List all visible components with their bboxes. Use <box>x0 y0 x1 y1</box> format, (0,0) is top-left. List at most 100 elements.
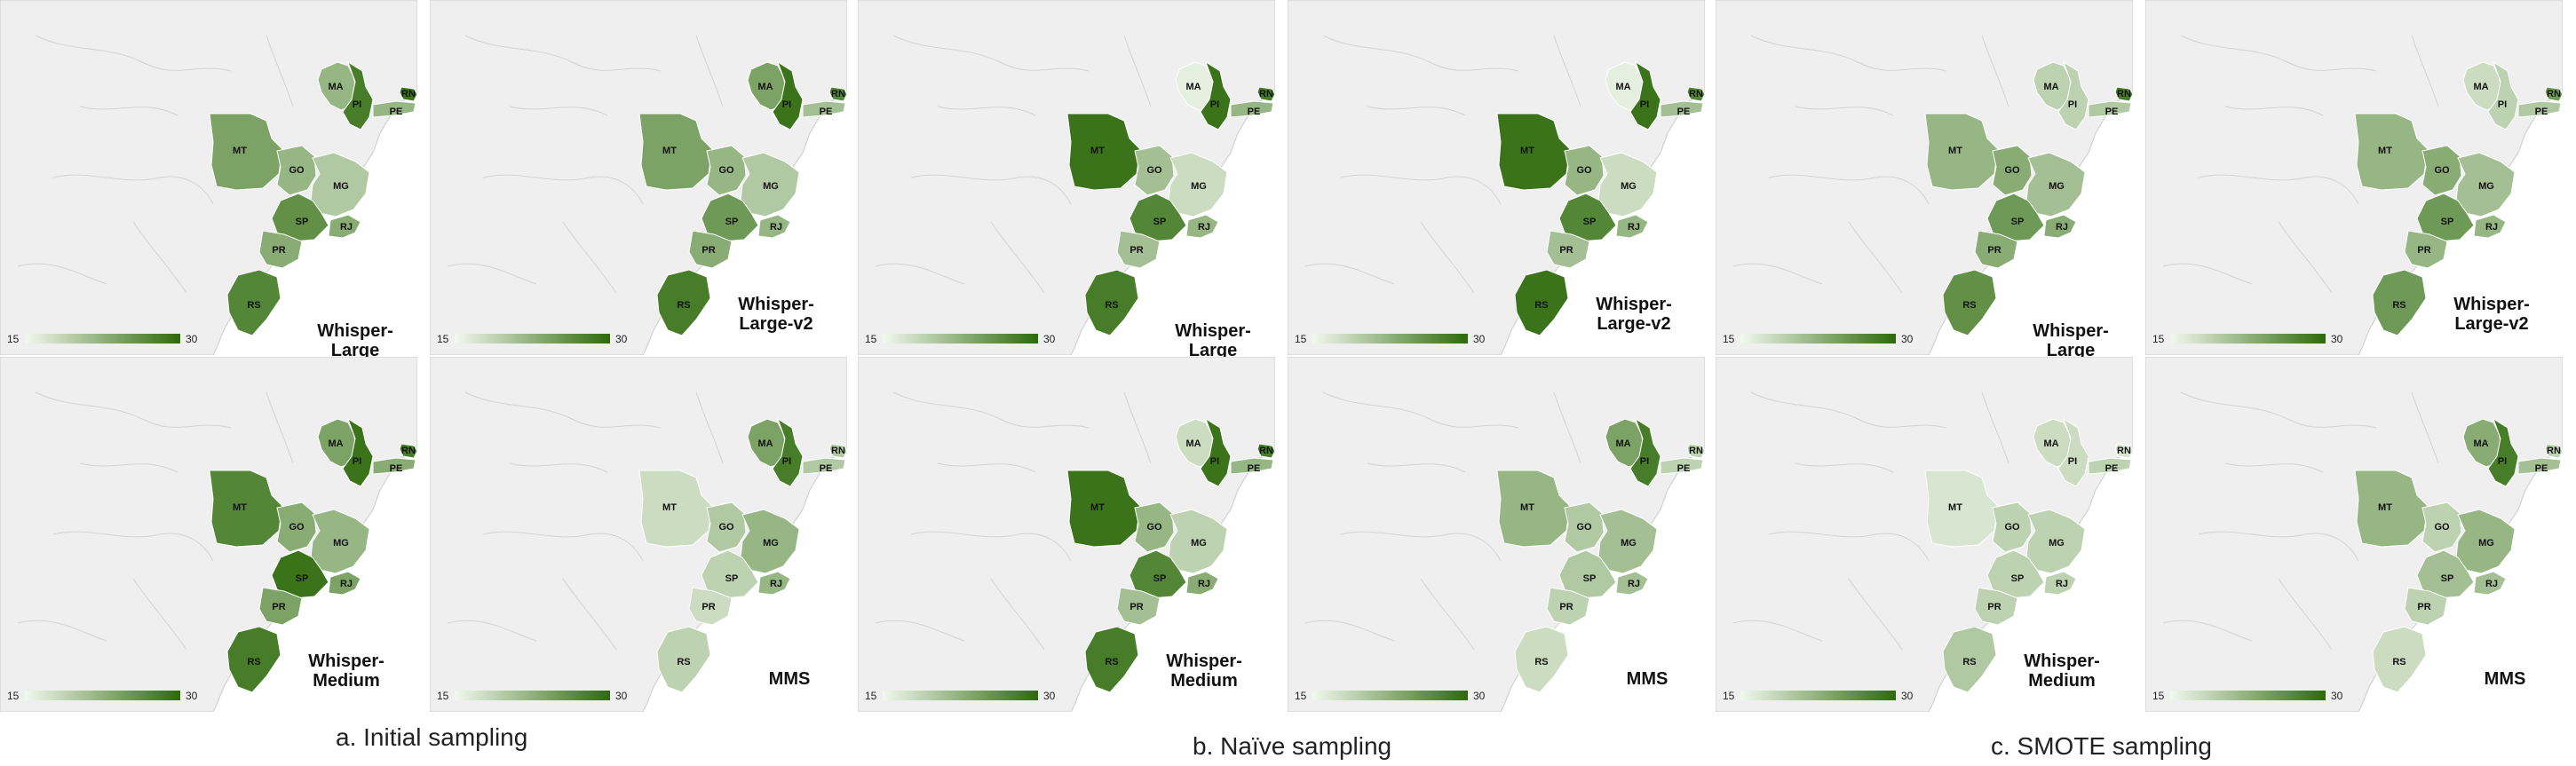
map-panel: MA PI RN PE MT GO MG SP RJ PR RS 15 30 Whisper-Large-… <box>1288 0 1705 355</box>
state-label-mg: MG <box>1621 181 1637 192</box>
state-mg <box>310 152 370 217</box>
legend-max-label: 30 <box>186 690 198 702</box>
state-pe <box>802 457 846 475</box>
state-label-rj: RJ <box>770 222 782 233</box>
map-svg: MA PI RN PE MT GO MG SP RJ PR RS 15 30 <box>2145 357 2563 712</box>
state-label-ma: MA <box>2473 82 2488 92</box>
state-label-rj: RJ <box>1198 222 1210 233</box>
state-pr <box>258 587 303 626</box>
state-label-rj: RJ <box>1198 579 1210 589</box>
country-border <box>2162 620 2253 642</box>
state-label-sp: SP <box>1583 217 1597 227</box>
state-mg <box>1597 152 1658 217</box>
country-border <box>17 620 107 642</box>
state-mg <box>1597 509 1658 574</box>
state-label-rs: RS <box>1534 300 1548 311</box>
state-pi <box>2057 60 2089 130</box>
state-rj <box>2043 214 2077 239</box>
country-border <box>990 578 1045 651</box>
legend-colorbar <box>1740 691 1896 700</box>
state-pr <box>1974 230 2018 269</box>
state-rj <box>2473 571 2507 596</box>
state-rs <box>656 269 711 336</box>
state-rn <box>2114 443 2133 459</box>
state-pe <box>2088 457 2132 475</box>
map-panel: MA PI RN PE MT GO MG SP RJ PR RS 15 30 MMS <box>1288 357 1705 712</box>
state-label-rj: RJ <box>340 222 353 233</box>
country-border <box>1848 578 1903 651</box>
state-label-ma: MA <box>2043 82 2058 92</box>
state-label-go: GO <box>718 522 734 533</box>
state-go <box>1992 145 2033 196</box>
state-label-pr: PR <box>1129 602 1143 612</box>
state-label-rs: RS <box>247 300 260 311</box>
state-label-go: GO <box>1146 165 1162 176</box>
state-rn <box>2114 86 2133 102</box>
state-label-go: GO <box>1576 522 1592 533</box>
state-rj <box>1185 214 1219 239</box>
country-border <box>52 531 214 562</box>
country-border <box>2162 263 2253 285</box>
map-title: Whisper-Large <box>317 321 393 360</box>
state-rs <box>1084 626 1139 693</box>
map-panel: MA PI RN PE MT GO MG SP RJ PR RS 15 30 Whisper-Medium <box>0 357 417 712</box>
map-panel: MA PI RN PE MT GO MG SP RJ PR RS 15 30 MMS <box>430 357 847 712</box>
country-border <box>875 263 965 285</box>
state-rs <box>1084 269 1139 336</box>
legend-min-label: 15 <box>1723 690 1735 702</box>
state-label-rs: RS <box>2392 300 2406 311</box>
caption-naive-sampling: b. Naïve sampling <box>1193 732 1392 760</box>
state-pr <box>688 230 733 269</box>
state-label-sp: SP <box>2011 573 2025 584</box>
state-label-mt: MT <box>233 502 247 513</box>
country-border <box>35 391 232 429</box>
country-border <box>464 391 662 429</box>
legend-max-label: 30 <box>1043 333 1056 345</box>
state-pi <box>2057 417 2089 487</box>
state-label-rj: RJ <box>2056 222 2068 233</box>
state-label-sp: SP <box>725 573 739 584</box>
state-mt <box>209 470 283 548</box>
state-go <box>1564 501 1605 553</box>
country-border <box>2198 174 2359 205</box>
state-mt <box>1924 113 1999 191</box>
legend-max-label: 30 <box>615 690 628 702</box>
map-svg: MA PI RN PE MT GO MG SP RJ PR RS 15 30 <box>1288 357 1705 712</box>
state-rn <box>1256 86 1275 102</box>
state-mg <box>740 509 800 574</box>
country-border <box>447 263 537 285</box>
state-rn <box>828 443 847 459</box>
state-label-mg: MG <box>2049 181 2065 192</box>
state-rn <box>399 443 417 459</box>
state-label-pr: PR <box>701 245 715 256</box>
state-mg <box>740 152 800 217</box>
state-pe <box>2088 100 2132 118</box>
country-border <box>2180 391 2377 429</box>
legend-max-label: 30 <box>1043 690 1056 702</box>
state-pi <box>1629 60 1661 130</box>
legend-colorbar <box>883 334 1038 344</box>
country-border <box>1750 35 1947 72</box>
country-border <box>266 391 294 464</box>
state-label-mg: MG <box>1191 538 1207 549</box>
state-label-rj: RJ <box>2056 579 2068 589</box>
state-sp <box>1986 193 2045 242</box>
state-label-pi: PI <box>2498 99 2507 110</box>
state-rn <box>399 86 417 102</box>
state-mg <box>1168 152 1228 217</box>
state-rs <box>2372 269 2427 336</box>
state-label-mt: MT <box>662 146 677 156</box>
state-pe <box>1660 457 1704 475</box>
state-label-pr: PR <box>2417 245 2430 256</box>
state-label-rs: RS <box>1534 657 1548 667</box>
map-svg: MA PI RN PE MT GO MG SP RJ PR RS 15 30 <box>858 0 1275 355</box>
state-label-rs: RS <box>1962 657 1976 667</box>
country-border <box>2411 391 2439 464</box>
legend-colorbar <box>25 691 180 700</box>
country-border <box>990 221 1045 294</box>
map-title: Whisper-Large-v2 <box>1596 295 1672 334</box>
state-sp <box>1558 193 1617 242</box>
state-go <box>1564 145 1605 196</box>
state-label-rs: RS <box>1105 300 1118 311</box>
legend-colorbar <box>2170 691 2326 700</box>
